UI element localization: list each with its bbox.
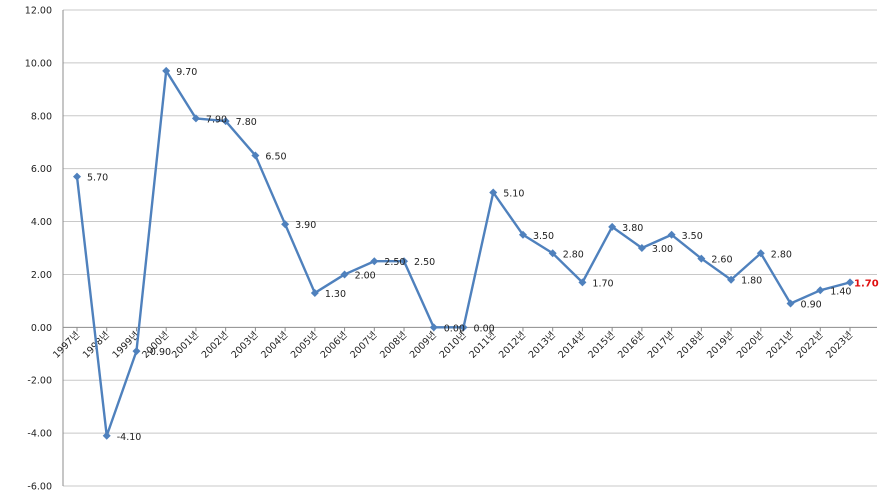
data-label: 0.90 [801, 300, 822, 311]
x-tick-label: 2023년 [824, 330, 855, 361]
data-label: -4.10 [117, 432, 142, 443]
data-point [429, 323, 438, 332]
data-point [340, 270, 349, 279]
data-label: 5.70 [87, 173, 108, 184]
data-label: 5.10 [503, 188, 524, 199]
data-label: 1.80 [741, 276, 762, 287]
y-tick-label: -4.00 [27, 429, 52, 440]
data-label: 1.30 [325, 289, 346, 300]
data-label: 0.00 [444, 323, 465, 334]
data-label: 2.80 [563, 249, 584, 260]
x-tick-label: 2002년 [200, 330, 231, 361]
y-tick-label: 6.00 [31, 164, 52, 175]
x-tick-label: 2020년 [735, 330, 766, 361]
data-label: 1.40 [830, 286, 851, 297]
x-tick-label: 1997년 [51, 330, 82, 361]
y-tick-label: 8.00 [31, 111, 52, 122]
data-point [548, 249, 557, 258]
data-point [846, 278, 854, 287]
data-point [370, 257, 379, 266]
data-point [310, 288, 319, 297]
data-label: -0.90 [146, 347, 171, 358]
data-point [73, 172, 81, 181]
data-label: 7.90 [206, 114, 227, 125]
x-tick-label: 2009년 [408, 330, 439, 361]
data-label: 2.50 [414, 257, 435, 268]
data-label: 0.00 [474, 323, 495, 334]
y-tick-label: 12.00 [25, 6, 52, 17]
data-point [786, 299, 795, 308]
data-label: 6.50 [265, 151, 286, 162]
y-tick-label: 0.00 [31, 323, 52, 334]
data-label: 9.70 [176, 67, 197, 78]
y-tick-label: 4.00 [31, 217, 52, 228]
x-tick-label: 2016년 [616, 330, 647, 361]
data-point [221, 117, 230, 126]
data-point [578, 278, 587, 287]
data-label: 3.50 [682, 231, 703, 242]
x-tick-label: 2012년 [497, 330, 528, 361]
data-label: 3.00 [652, 244, 673, 255]
x-tick-label: 2007년 [348, 330, 379, 361]
x-tick-label: 2008년 [378, 330, 409, 361]
data-label: 2.00 [355, 270, 376, 281]
x-tick-label: 2006년 [319, 330, 350, 361]
data-label: 3.50 [533, 231, 554, 242]
data-label: 1.70 [592, 278, 613, 289]
data-point [756, 249, 765, 258]
data-point [727, 275, 736, 284]
data-point [637, 244, 646, 252]
data-point [102, 431, 111, 440]
data-point [251, 151, 260, 160]
x-tick-label: 2001년 [170, 330, 201, 361]
data-point [697, 254, 706, 263]
x-tick-label: 2021년 [765, 330, 796, 361]
x-tick-label: 2014년 [556, 330, 587, 361]
data-point [608, 222, 617, 231]
x-tick-label: 2005년 [289, 330, 320, 361]
x-tick-label: 2004년 [259, 330, 290, 361]
x-tick-label: 2003년 [229, 330, 260, 361]
y-tick-label: -2.00 [27, 376, 52, 387]
x-tick-label: 2015년 [586, 330, 617, 361]
data-label: 2.80 [771, 249, 792, 260]
x-tick-label: 2019년 [705, 330, 736, 361]
y-tick-label: -6.00 [27, 482, 52, 493]
data-label: 1.70 [854, 278, 879, 289]
x-tick-label: 2017년 [646, 330, 677, 361]
data-point [489, 188, 498, 197]
data-point [518, 230, 527, 239]
data-point [132, 347, 141, 356]
data-point [400, 257, 409, 266]
data-label: 3.90 [295, 220, 316, 231]
data-point [667, 230, 676, 239]
data-label: 2.60 [711, 255, 732, 266]
data-point [816, 286, 825, 295]
x-tick-label: 2013년 [527, 330, 558, 361]
y-tick-label: 2.00 [31, 270, 52, 281]
y-tick-label: 10.00 [25, 58, 52, 69]
data-point [191, 114, 200, 123]
data-point [162, 66, 171, 75]
x-tick-label: 2022년 [794, 330, 825, 361]
data-label: 2.50 [384, 257, 405, 268]
data-point [281, 220, 290, 229]
data-label: 3.80 [622, 223, 643, 234]
x-tick-label: 2018년 [675, 330, 706, 361]
data-label: 7.80 [236, 117, 257, 128]
series-line [75, 69, 851, 437]
data-point [459, 323, 468, 332]
